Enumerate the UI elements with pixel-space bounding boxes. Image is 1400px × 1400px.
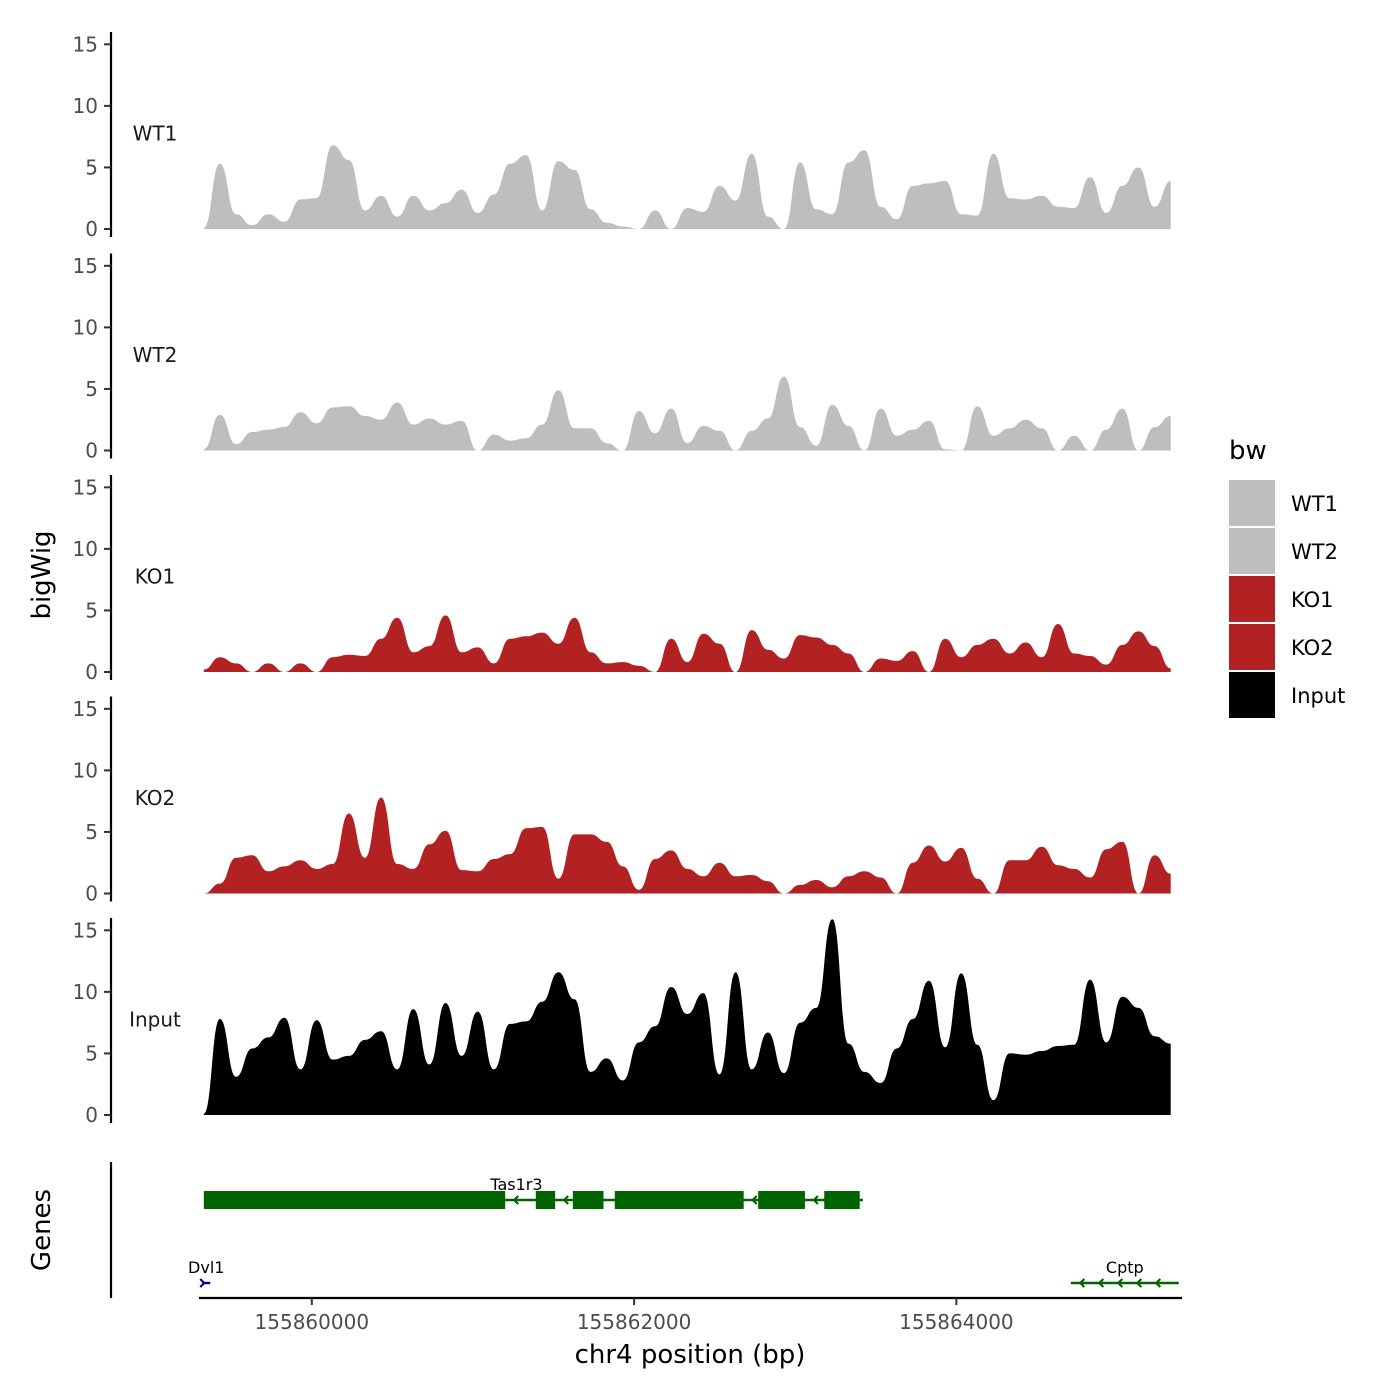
legend-items: WT1 WT2 KO1 KO2 Input <box>1229 480 1345 718</box>
gene-models: Tas1r3 Dvl1 Cptp <box>188 1175 1179 1288</box>
y-tick-label: 15 <box>73 32 98 56</box>
track-WT2: 0 5 10 15 WT2 <box>73 253 1171 463</box>
y-tick-label: 10 <box>73 980 98 1004</box>
y-tick-label: 10 <box>73 94 98 118</box>
track-WT1: 0 5 10 15 WT1 <box>73 32 1171 241</box>
signal-area-KO1 <box>203 615 1171 672</box>
y-axis-title: bigWig <box>27 530 57 619</box>
y-tick-label: 15 <box>73 475 98 499</box>
legend-label: Input <box>1291 684 1345 708</box>
gene-exon <box>758 1191 805 1209</box>
gene-Tas1r3: Tas1r3 <box>203 1175 863 1209</box>
legend-swatch <box>1229 672 1275 718</box>
y-tick-label: 0 <box>85 882 98 906</box>
gene-label: Cptp <box>1106 1258 1144 1277</box>
y-tick-label: 10 <box>73 537 98 561</box>
strand-arrow <box>1097 1278 1105 1288</box>
legend-item-WT2: WT2 <box>1229 528 1338 574</box>
strand-arrow <box>1078 1278 1086 1288</box>
strand-arrow <box>812 1195 819 1205</box>
signal-area-Input <box>203 919 1171 1115</box>
strand-arrow <box>1135 1278 1143 1288</box>
y-tick-label: 0 <box>85 217 98 241</box>
legend-swatch <box>1229 480 1275 526</box>
strand-arrow <box>1154 1278 1162 1288</box>
y-tick-label: 5 <box>85 820 98 844</box>
signal-area-WT2 <box>203 376 1171 451</box>
y-tick-label: 0 <box>85 660 98 684</box>
legend-swatch <box>1229 576 1275 622</box>
gene-label: Tas1r3 <box>489 1175 542 1194</box>
y-tick-label: 15 <box>73 918 98 942</box>
legend-item-Input: Input <box>1229 672 1345 718</box>
legend-item-KO2: KO2 <box>1229 624 1334 670</box>
track-label: KO1 <box>135 564 176 588</box>
track-label: WT1 <box>133 121 178 145</box>
legend-item-KO1: KO1 <box>1229 576 1334 622</box>
gene-Dvl1: Dvl1 <box>188 1258 224 1288</box>
y-tick-label: 15 <box>73 254 98 278</box>
legend-label: WT2 <box>1291 540 1338 564</box>
x-tick-label: 155862000 <box>577 1310 692 1334</box>
y-tick-label: 5 <box>85 1041 98 1065</box>
x-tick-label: 155864000 <box>899 1310 1014 1334</box>
gene-exon <box>203 1191 506 1209</box>
signal-area-WT1 <box>203 145 1171 229</box>
track-KO2: 0 5 10 15 KO2 <box>73 696 1171 906</box>
legend-title: bw <box>1229 436 1267 466</box>
gene-exon <box>614 1191 744 1209</box>
strand-arrow <box>512 1195 519 1205</box>
y-tick-label: 10 <box>73 315 98 339</box>
strand-arrow <box>562 1195 569 1205</box>
x-axis: 155860000 155862000 155864000 chr4 positio… <box>199 1296 1182 1370</box>
signal-area-KO2 <box>203 797 1171 894</box>
y-tick-label: 15 <box>73 697 98 721</box>
gene-panel-title: Genes <box>27 1189 57 1271</box>
x-axis-title: chr4 position (bp) <box>575 1340 806 1370</box>
y-tick-label: 0 <box>85 1103 98 1127</box>
gene-Cptp: Cptp <box>1070 1258 1179 1288</box>
track-Input: 0 5 10 15 Input <box>73 918 1171 1127</box>
track-KO1: 0 5 10 15 KO1 <box>73 475 1171 684</box>
gene-exon <box>824 1191 860 1209</box>
strand-arrow <box>199 1278 206 1288</box>
gene-label: Dvl1 <box>188 1258 224 1277</box>
bigwig-tracks: 0 5 10 15 WT1 0 5 10 15 WT2 0 5 10 15 KO1 0 5 10 15 KO2 0 5 10… <box>73 32 1171 1127</box>
y-tick-label: 0 <box>85 439 98 463</box>
y-tick-label: 5 <box>85 377 98 401</box>
legend: bw WT1 WT2 KO1 KO2 Input <box>1229 436 1345 718</box>
legend-swatch <box>1229 624 1275 670</box>
strand-arrow <box>1116 1278 1124 1288</box>
legend-label: KO1 <box>1291 588 1334 612</box>
legend-label: WT1 <box>1291 492 1338 516</box>
strand-arrow <box>751 1195 758 1205</box>
y-tick-label: 10 <box>73 758 98 782</box>
legend-label: KO2 <box>1291 636 1334 660</box>
track-label: Input <box>129 1007 181 1031</box>
track-label: WT2 <box>133 343 178 367</box>
legend-item-WT1: WT1 <box>1229 480 1338 526</box>
gene-panel: Genes Tas1r3 Dvl1 Cptp <box>27 1162 1179 1298</box>
gene-exon <box>572 1191 604 1209</box>
gene-exon <box>535 1191 556 1209</box>
x-axis-ticks: 155860000 155862000 155864000 <box>255 1298 1014 1334</box>
x-tick-label: 155860000 <box>255 1310 370 1334</box>
legend-swatch <box>1229 528 1275 574</box>
track-label: KO2 <box>135 786 176 810</box>
y-tick-label: 5 <box>85 155 98 179</box>
y-tick-label: 5 <box>85 598 98 622</box>
